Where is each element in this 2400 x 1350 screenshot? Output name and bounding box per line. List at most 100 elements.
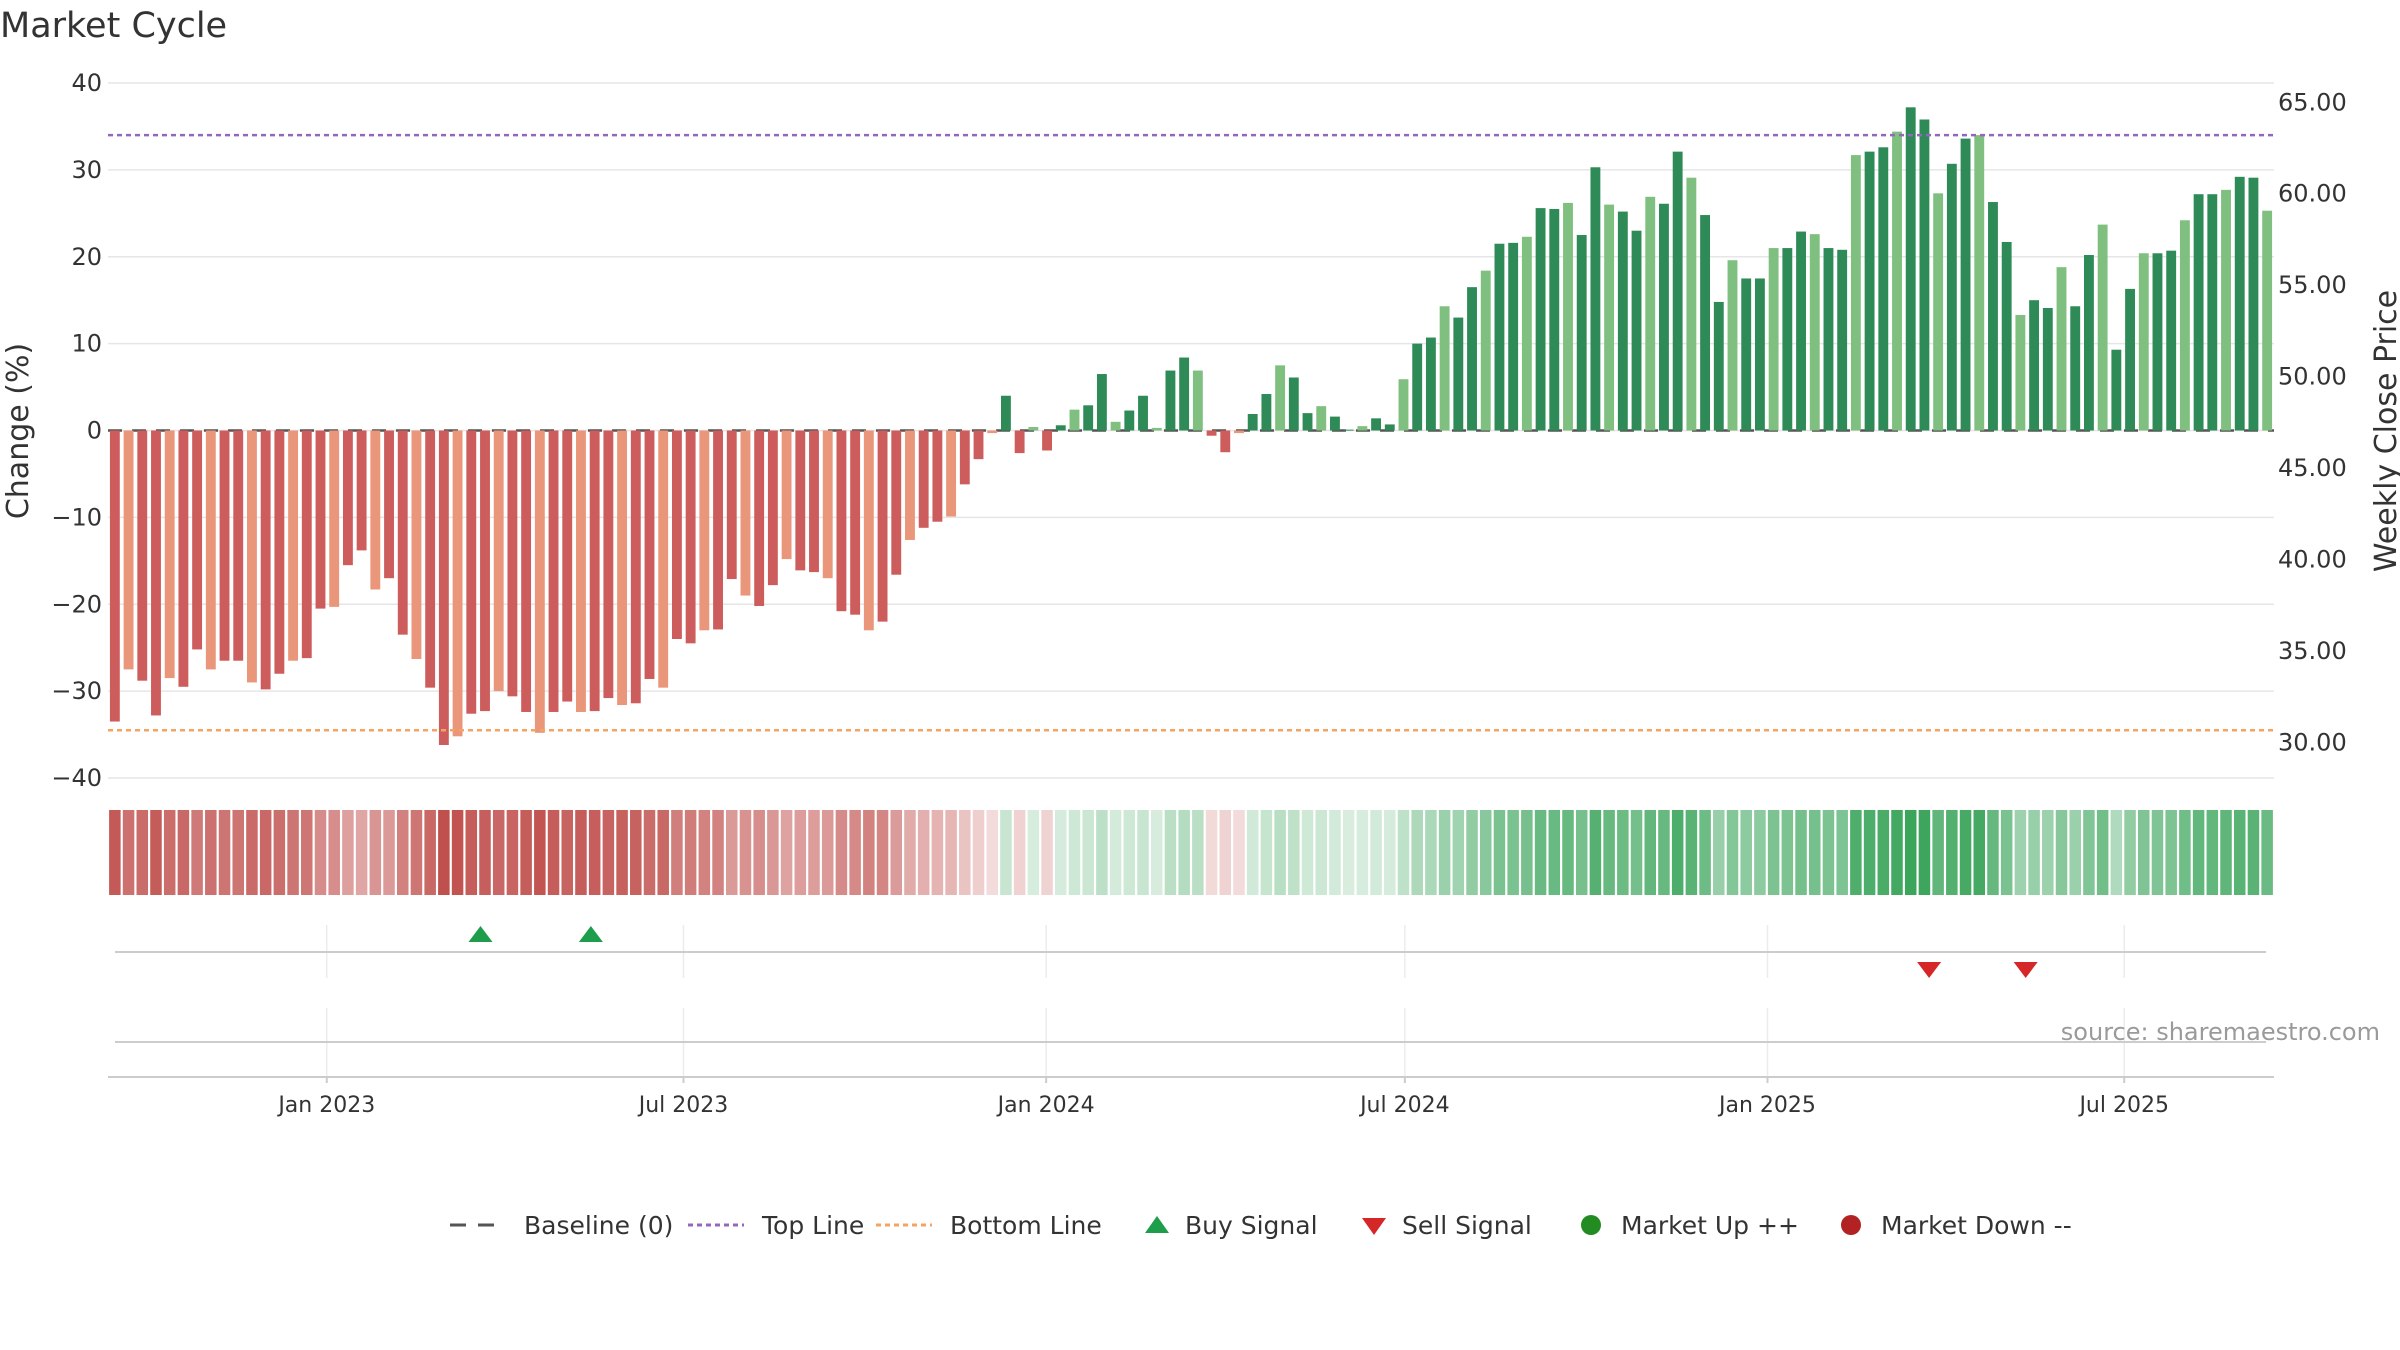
change-bar	[2056, 267, 2067, 431]
heat-cell	[863, 810, 875, 895]
sell-signal-marker	[1917, 962, 1942, 978]
change-bar	[1563, 202, 1573, 431]
change-bar	[644, 430, 655, 679]
change-bar	[1384, 424, 1395, 431]
legend-item: Market Down --	[1841, 1211, 2072, 1240]
change-bar	[1234, 430, 1244, 434]
heat-cell	[342, 810, 354, 895]
heat-cell	[945, 810, 957, 895]
change-bar	[2042, 308, 2053, 431]
heat-cell	[972, 810, 985, 895]
change-bar	[1960, 138, 1971, 431]
change-bar	[1316, 406, 1327, 431]
change-bar	[2221, 189, 2231, 431]
legend-item: Sell Signal	[1362, 1211, 1532, 1240]
sell-signal-marker	[2013, 962, 2038, 978]
legend-item: Market Up ++	[1581, 1211, 1799, 1240]
change-bar	[1768, 248, 1779, 431]
heat-cell	[451, 810, 464, 895]
heat-cell	[1754, 810, 1766, 895]
change-bar	[1247, 413, 1258, 431]
y-tick-right: 40.00	[2278, 546, 2347, 574]
heat-cell	[1150, 810, 1163, 895]
change-bar	[233, 430, 244, 661]
heat-cell	[1356, 810, 1369, 895]
heat-cell	[1548, 810, 1561, 895]
change-bar	[315, 430, 326, 609]
legend-marker-circle	[1581, 1215, 1601, 1235]
y-tick-left: 0	[87, 417, 102, 445]
heat-cell	[959, 810, 971, 895]
heat-cell	[1850, 810, 1862, 895]
heat-cell	[1644, 810, 1657, 895]
heat-cell	[1575, 810, 1588, 895]
change-bar	[932, 430, 943, 522]
heat-cell	[287, 810, 299, 895]
heat-cell	[369, 810, 382, 895]
heat-cell	[2069, 810, 2081, 895]
heat-strip	[109, 810, 2273, 895]
heat-cell	[1329, 810, 1341, 895]
change-bar	[2152, 253, 2163, 431]
y-tick-left: −20	[51, 590, 102, 618]
change-bar	[1754, 278, 1765, 431]
change-bar	[1713, 301, 1724, 431]
heat-cell	[1123, 810, 1136, 895]
heat-cell	[1671, 810, 1684, 895]
change-bar	[740, 430, 751, 596]
change-bar	[109, 430, 120, 722]
heat-cell	[1370, 810, 1382, 895]
heat-cell	[725, 810, 738, 895]
heat-cell	[1096, 810, 1108, 895]
heat-cell	[383, 810, 395, 895]
change-bar	[1892, 131, 1902, 431]
change-bar	[1398, 379, 1409, 431]
change-bar	[1000, 395, 1011, 431]
heat-cell	[2096, 810, 2109, 895]
heat-cell	[1219, 810, 1232, 895]
heat-cell	[1288, 810, 1300, 895]
legend-marker-triangle-down	[1362, 1218, 1386, 1235]
change-bar	[781, 430, 792, 560]
heat-cell	[259, 810, 272, 895]
change-bar	[178, 430, 189, 687]
heat-cell	[2179, 810, 2191, 895]
change-bar	[1083, 405, 1094, 431]
heat-cell	[1781, 810, 1794, 895]
change-bar	[2001, 241, 2012, 431]
heat-cell	[1808, 810, 1821, 895]
change-bar	[2083, 255, 2094, 431]
change-bar	[2207, 194, 2218, 431]
change-bar	[1069, 409, 1080, 431]
heat-cell	[1452, 810, 1465, 895]
heat-cell	[424, 810, 436, 895]
change-bar	[548, 430, 559, 712]
heat-cell	[1740, 810, 1752, 895]
legend: Baseline (0) Top Line Bottom Line Buy Signa…	[450, 1211, 2072, 1240]
legend-label: Sell Signal	[1402, 1211, 1532, 1240]
change-bar	[534, 430, 545, 733]
change-bar	[1302, 413, 1313, 431]
legend-marker-triangle-up	[1145, 1216, 1169, 1233]
heat-cell	[2110, 810, 2123, 895]
heat-cell	[1397, 810, 1410, 895]
heat-cell	[1233, 810, 1245, 895]
change-bar	[877, 430, 888, 622]
change-bar	[2262, 210, 2273, 431]
change-bar	[2179, 220, 2190, 431]
change-bar	[1659, 203, 1669, 431]
change-bar	[946, 430, 957, 517]
change-bar	[329, 430, 340, 607]
change-bar	[2111, 349, 2122, 431]
y-tick-left: −10	[51, 503, 102, 531]
heat-cell	[150, 810, 162, 895]
heat-cell	[506, 810, 519, 895]
legend-label: Market Down --	[1881, 1211, 2072, 1240]
heat-cell	[1822, 810, 1835, 895]
change-bar	[1974, 135, 1985, 431]
change-bar	[1138, 395, 1148, 431]
legend-label: Bottom Line	[950, 1211, 1102, 1240]
heat-cell	[2192, 810, 2205, 895]
heat-cell	[588, 810, 601, 895]
heat-cell	[1260, 810, 1273, 895]
